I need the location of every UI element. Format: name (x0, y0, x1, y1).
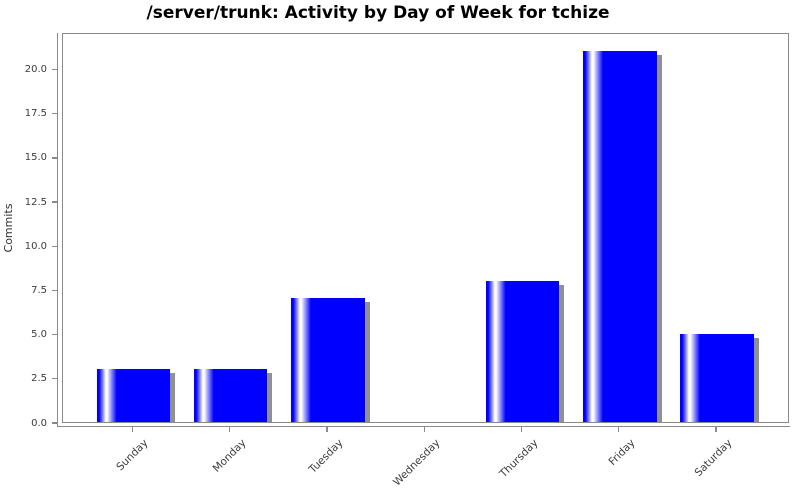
y-tick-label: 0.0 (31, 417, 47, 429)
y-tick-mark (51, 333, 57, 336)
y-tick-label: 12.5 (24, 196, 47, 208)
x-tick-label-sunday: Sunday (114, 437, 151, 474)
y-tick-mark (51, 201, 57, 203)
y-tick-mark (51, 157, 57, 159)
y-tick-mark (51, 422, 57, 424)
x-tick-mark (423, 427, 425, 432)
y-tick-label: 20.0 (24, 63, 47, 75)
y-tick-label: 10.0 (24, 240, 47, 252)
y-axis-spine (56, 33, 58, 427)
x-tick-mark (715, 427, 717, 432)
chart-title: /server/trunk: Activity by Day of Week f… (146, 3, 610, 23)
y-tick-label: 15.0 (24, 152, 47, 164)
bar-saturday (680, 333, 754, 422)
y-tick-mark (51, 289, 57, 292)
bar-tuesday (291, 298, 365, 422)
x-axis-spine (56, 425, 790, 427)
y-tick-label: 7.5 (31, 284, 47, 296)
x-tick-mark (618, 427, 620, 432)
y-tick-label: 5.0 (31, 329, 47, 341)
y-tick-label: 17.5 (24, 108, 47, 120)
plot-area (62, 33, 789, 423)
y-tick-mark (51, 378, 57, 380)
bar-monday (193, 368, 268, 422)
bar-friday (583, 50, 657, 422)
bar-sunday (96, 368, 171, 422)
y-tick-label: 2.5 (31, 373, 47, 385)
x-tick-mark (326, 427, 328, 432)
y-tick-mark (51, 68, 57, 71)
y-tick-mark (51, 245, 57, 247)
x-tick-mark (228, 427, 231, 432)
bar-thursday (485, 280, 560, 422)
x-tick-mark (520, 427, 523, 432)
y-tick-mark (51, 112, 57, 115)
x-tick-mark (131, 427, 133, 432)
